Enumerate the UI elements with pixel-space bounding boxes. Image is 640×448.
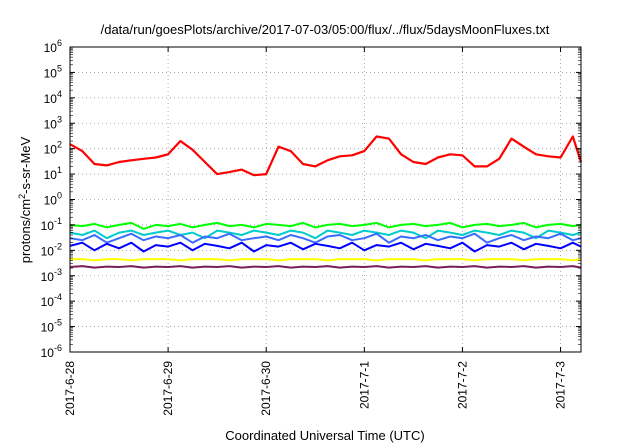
y-axis-label-exp: 2 xyxy=(17,194,27,199)
y-tick-exp: 1 xyxy=(57,165,62,175)
y-tick-label: 10-6 xyxy=(41,343,62,360)
svg-text:protons/cm2-s-sr-MeV: protons/cm2-s-sr-MeV xyxy=(17,136,33,263)
y-tick-exp: 4 xyxy=(57,89,62,99)
y-tick-label: 105 xyxy=(44,63,62,80)
x-axis-label: Coordinated Universal Time (UTC) xyxy=(225,428,424,443)
y-tick-base: 10 xyxy=(44,41,58,55)
chart-title: /data/run/goesPlots/archive/2017-07-03/0… xyxy=(101,22,550,37)
y-tick-exp: -3 xyxy=(54,267,62,277)
series-line-5 xyxy=(70,258,582,262)
x-tick-label: 2017-7-3 xyxy=(554,361,568,409)
y-tick-base: 10 xyxy=(41,295,55,309)
series-layer xyxy=(69,135,583,269)
series-line-6 xyxy=(69,265,582,269)
y-tick-base: 10 xyxy=(44,168,58,182)
series-line-3 xyxy=(69,232,582,244)
y-tick-base: 10 xyxy=(44,66,58,80)
y-axis-label-main: protons/cm xyxy=(18,199,33,263)
x-tick-label: 2017-7-2 xyxy=(455,361,469,409)
y-tick-base: 10 xyxy=(44,117,58,131)
y-tick-label: 10-4 xyxy=(41,292,62,309)
x-tick-label: 2017-6-29 xyxy=(161,361,175,416)
y-tick-label: 10-2 xyxy=(41,241,62,258)
y-tick-base: 10 xyxy=(41,219,55,233)
x-tick-label: 2017-6-30 xyxy=(259,361,273,416)
y-tick-label: 102 xyxy=(44,140,62,157)
y-tick-exp: -1 xyxy=(54,216,62,226)
series-line-2 xyxy=(69,229,582,240)
x-tick-label: 2017-6-28 xyxy=(63,361,77,416)
y-tick-exp: 0 xyxy=(57,191,62,201)
y-tick-base: 10 xyxy=(44,143,58,157)
y-tick-exp: -5 xyxy=(54,318,62,328)
y-tick-exp: 5 xyxy=(57,63,62,73)
y-tick-exp: -6 xyxy=(54,343,62,353)
ticks: 10-610-510-410-310-210-11001011021031041… xyxy=(41,38,581,416)
series-line-4 xyxy=(69,241,582,253)
y-tick-label: 10-3 xyxy=(41,267,62,284)
series-line-0 xyxy=(69,135,583,177)
y-tick-exp: -2 xyxy=(54,241,62,251)
y-tick-base: 10 xyxy=(41,270,55,284)
series-line-1 xyxy=(69,221,582,230)
y-tick-base: 10 xyxy=(44,194,58,208)
y-tick-label: 10-1 xyxy=(41,216,62,233)
y-tick-label: 103 xyxy=(44,114,62,131)
grid xyxy=(70,47,581,352)
y-axis-label: protons/cm2-s-sr-MeV xyxy=(17,136,33,263)
y-tick-label: 10-5 xyxy=(41,318,62,335)
y-tick-label: 106 xyxy=(44,38,62,55)
y-tick-label: 100 xyxy=(44,191,62,208)
y-tick-exp: 2 xyxy=(57,140,62,150)
y-tick-label: 104 xyxy=(44,89,62,106)
y-tick-base: 10 xyxy=(41,321,55,335)
y-tick-exp: -4 xyxy=(54,292,62,302)
y-tick-base: 10 xyxy=(41,244,55,258)
y-tick-base: 10 xyxy=(41,346,55,360)
y-tick-exp: 3 xyxy=(57,114,62,124)
y-tick-exp: 6 xyxy=(57,38,62,48)
x-tick-label: 2017-7-1 xyxy=(357,361,371,409)
y-tick-base: 10 xyxy=(44,92,58,106)
y-tick-label: 101 xyxy=(44,165,62,182)
y-axis-label-unit: -s-sr-MeV xyxy=(18,136,33,193)
